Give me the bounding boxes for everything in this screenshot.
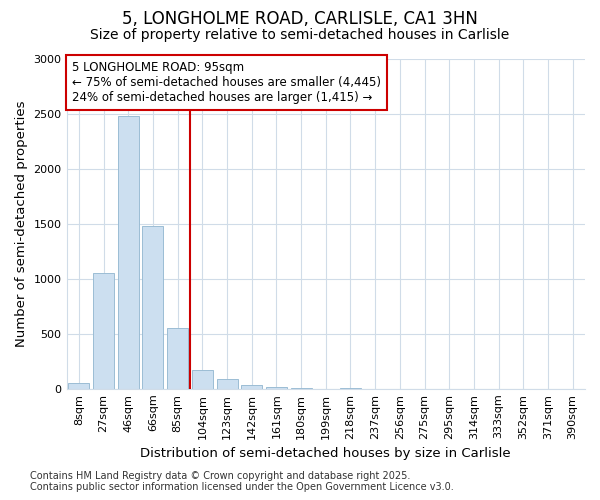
Text: 5, LONGHOLME ROAD, CARLISLE, CA1 3HN: 5, LONGHOLME ROAD, CARLISLE, CA1 3HN <box>122 10 478 28</box>
Bar <box>118 116 139 389</box>
Bar <box>241 385 262 389</box>
Text: 5 LONGHOLME ROAD: 95sqm
← 75% of semi-detached houses are smaller (4,445)
24% of: 5 LONGHOLME ROAD: 95sqm ← 75% of semi-de… <box>72 60 381 104</box>
Bar <box>68 384 89 389</box>
Bar <box>290 388 311 389</box>
Bar <box>93 274 114 389</box>
X-axis label: Distribution of semi-detached houses by size in Carlisle: Distribution of semi-detached houses by … <box>140 447 511 460</box>
Bar <box>266 386 287 389</box>
Bar <box>217 380 238 389</box>
Text: Size of property relative to semi-detached houses in Carlisle: Size of property relative to semi-detach… <box>91 28 509 42</box>
Text: Contains HM Land Registry data © Crown copyright and database right 2025.
Contai: Contains HM Land Registry data © Crown c… <box>30 471 454 492</box>
Bar <box>340 388 361 389</box>
Y-axis label: Number of semi-detached properties: Number of semi-detached properties <box>15 100 28 347</box>
Bar <box>142 226 163 389</box>
Bar <box>192 370 213 389</box>
Bar <box>167 328 188 389</box>
